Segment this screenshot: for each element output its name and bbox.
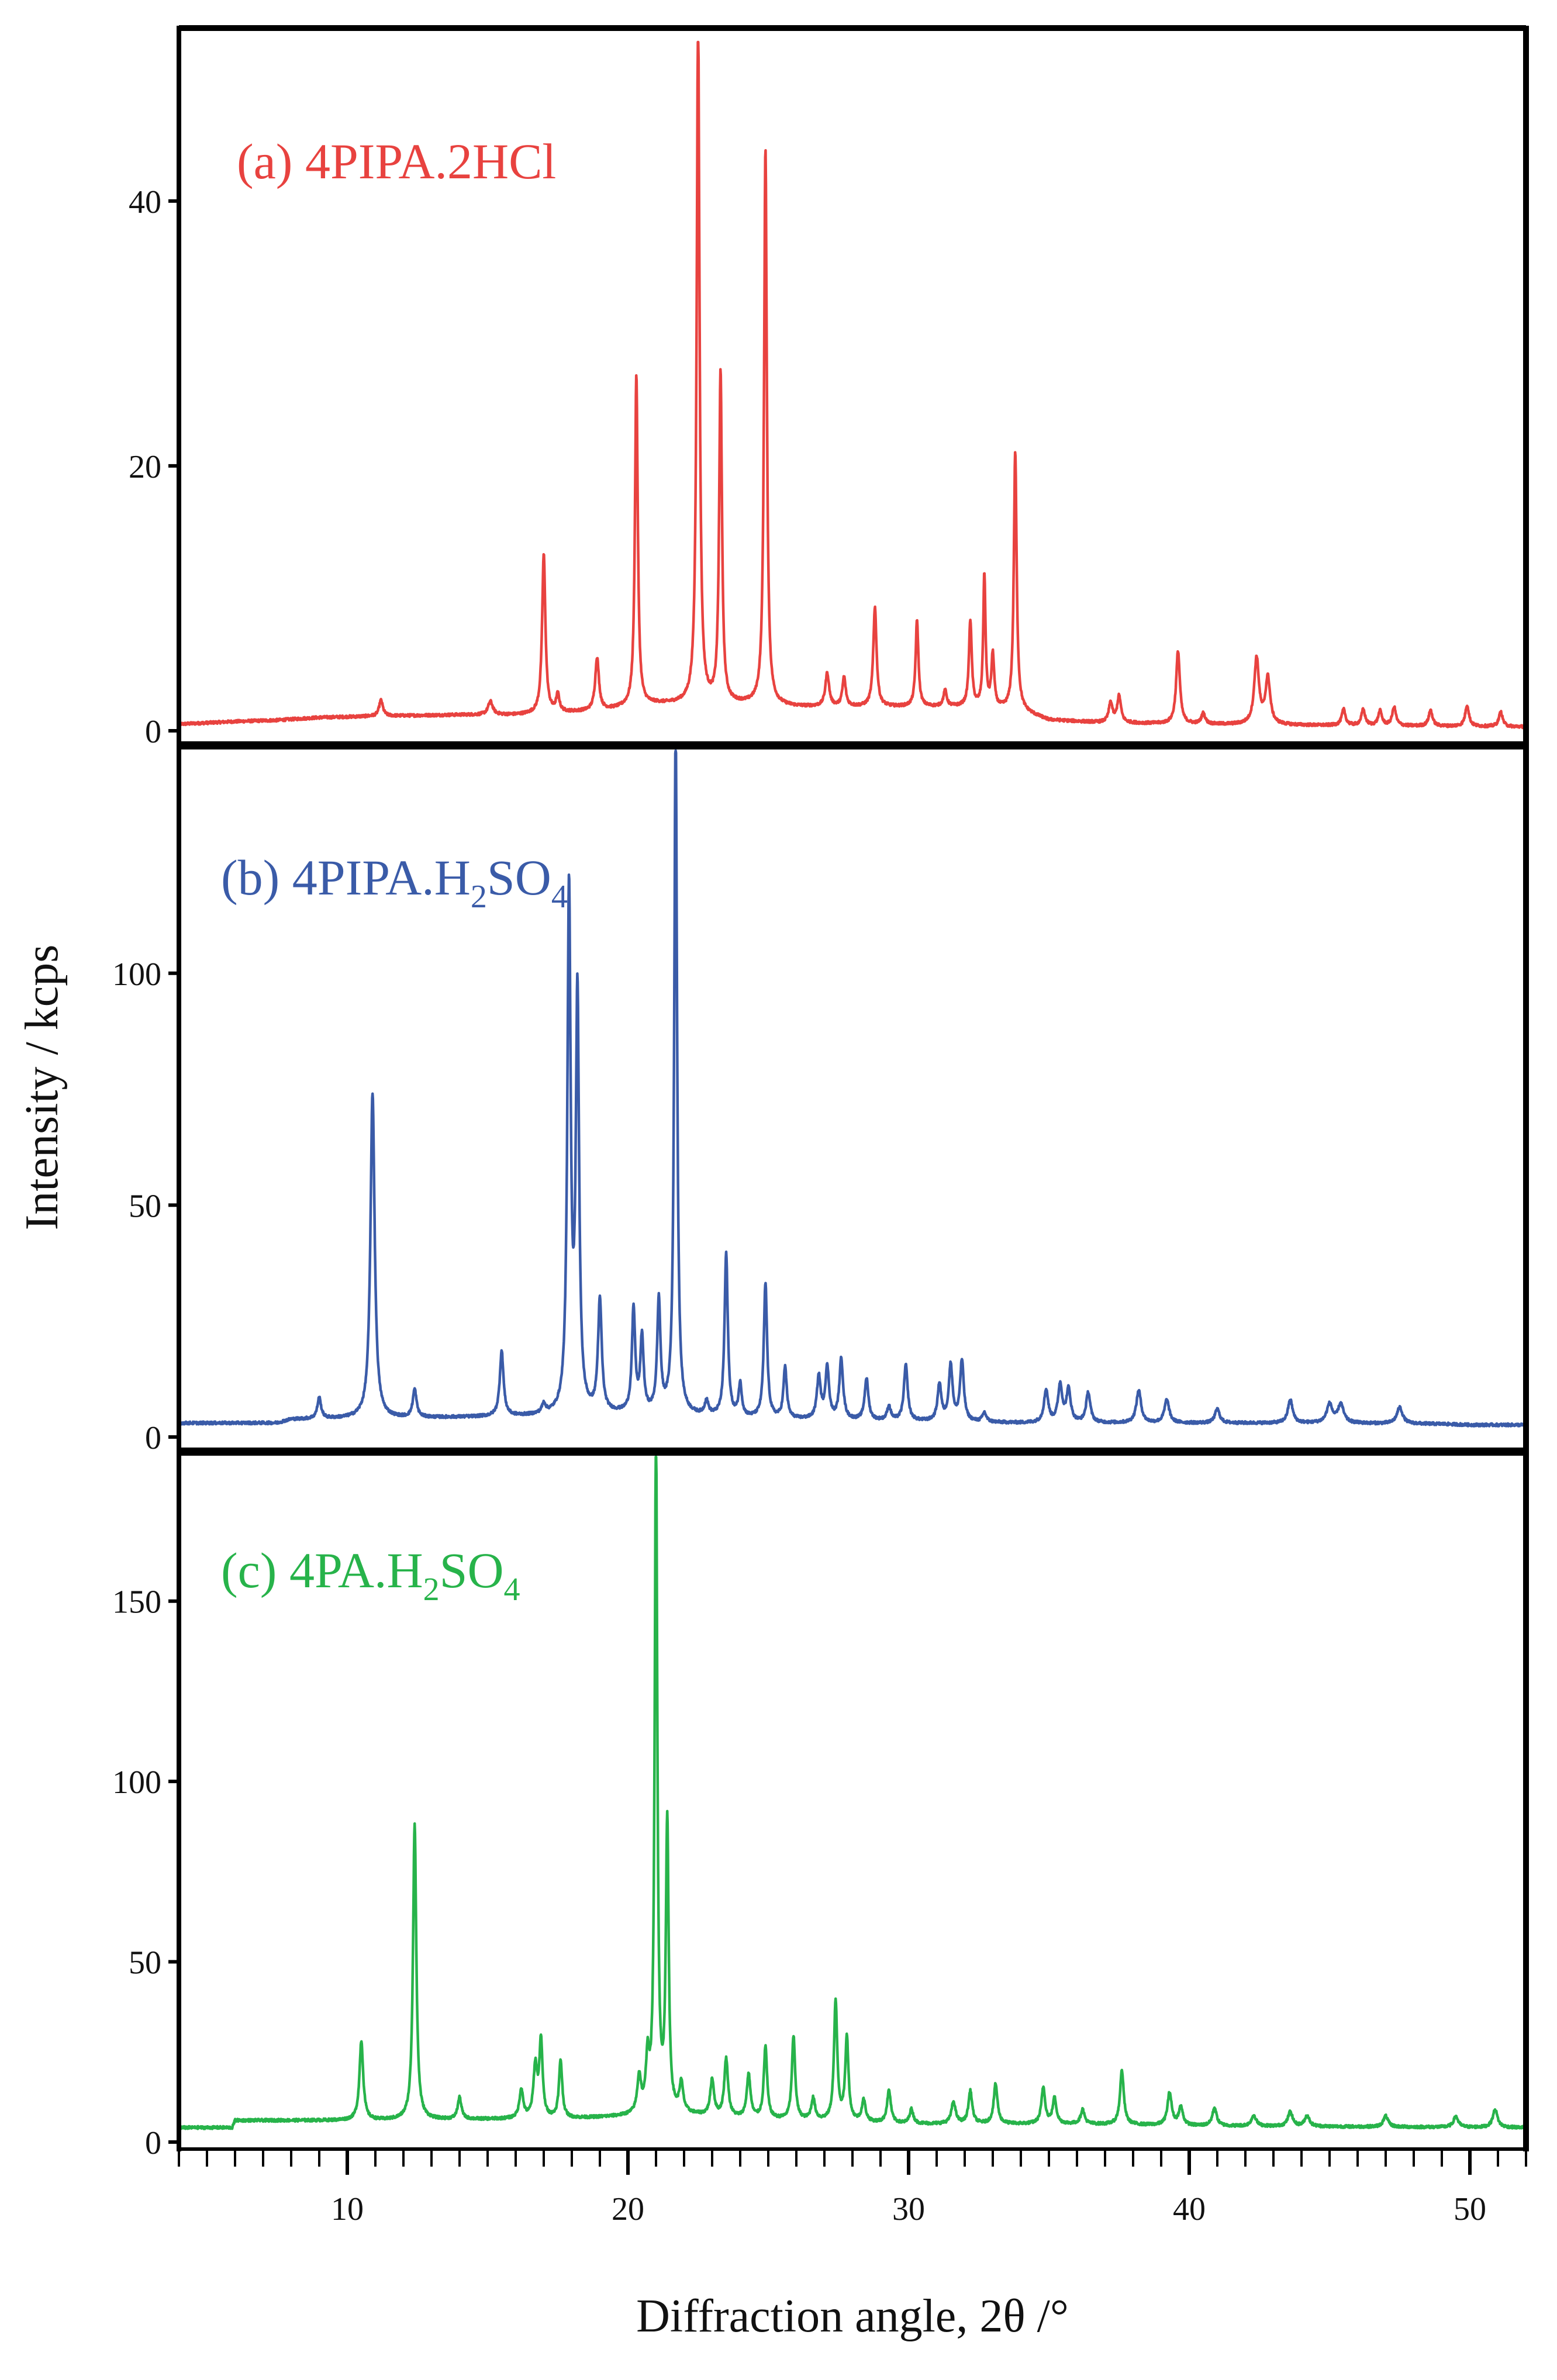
panel-label-b-sub2: 4	[551, 879, 568, 915]
panel-label-c: (c) 4PA.H2SO4	[221, 1542, 520, 1608]
y-axis-title: Intensity / kcps	[16, 945, 68, 1231]
trace-b-4pipa-h2so4	[178, 749, 1528, 1428]
y-tick-label: 0	[145, 1420, 161, 1456]
trace-a-4pipa-2hcl	[177, 40, 1528, 730]
x-tick-label: 10	[331, 2191, 364, 2227]
panel-label-b-mid: SO	[487, 849, 551, 906]
panel-label-a-text: (a) 4PIPA.2HCl	[237, 133, 556, 189]
y-axis-c: 0 50 100 150	[112, 1584, 179, 2161]
panel-a: (a) 4PIPA.2HCl 0 20 40	[129, 40, 1528, 750]
y-axis-a: 0 20 40	[129, 184, 179, 750]
x-tick-label: 40	[1173, 2191, 1206, 2227]
y-tick-label: 20	[129, 449, 161, 485]
panel-label-b: (b) 4PIPA.H2SO4	[221, 849, 568, 915]
y-tick-label: 40	[129, 184, 161, 220]
panel-label-b-sub1: 2	[471, 879, 487, 915]
panel-label-c-prefix: (c) 4PA.H	[221, 1542, 423, 1598]
x-axis: 10 20 30 40 50	[178, 2149, 1527, 2227]
panel-label-a: (a) 4PIPA.2HCl	[237, 133, 556, 189]
panel-b: (b) 4PIPA.H2SO4 0 50 100	[112, 749, 1528, 1456]
x-tick-label: 50	[1454, 2191, 1486, 2227]
panel-label-c-mid: SO	[440, 1542, 504, 1598]
panel-label-b-prefix: (b) 4PIPA.H	[221, 849, 471, 906]
y-tick-label: 150	[112, 1584, 161, 1621]
x-axis-title: Diffraction angle, 2θ /°	[636, 2291, 1069, 2342]
y-tick-label: 50	[129, 1188, 161, 1224]
y-tick-label: 0	[145, 2125, 161, 2161]
panel-c: (c) 4PA.H2SO4 0 50 100 150	[112, 1455, 1528, 2161]
x-tick-label: 30	[892, 2191, 925, 2227]
panel-label-c-sub2: 4	[504, 1571, 520, 1608]
panel-label-c-sub1: 2	[423, 1571, 440, 1608]
trace-c-4pa-h2so4	[178, 1455, 1528, 2130]
y-tick-label: 100	[112, 956, 161, 993]
y-tick-label: 100	[112, 1764, 161, 1801]
y-tick-label: 0	[145, 714, 161, 750]
x-tick-label: 20	[612, 2191, 644, 2227]
y-tick-label: 50	[129, 1945, 161, 1981]
